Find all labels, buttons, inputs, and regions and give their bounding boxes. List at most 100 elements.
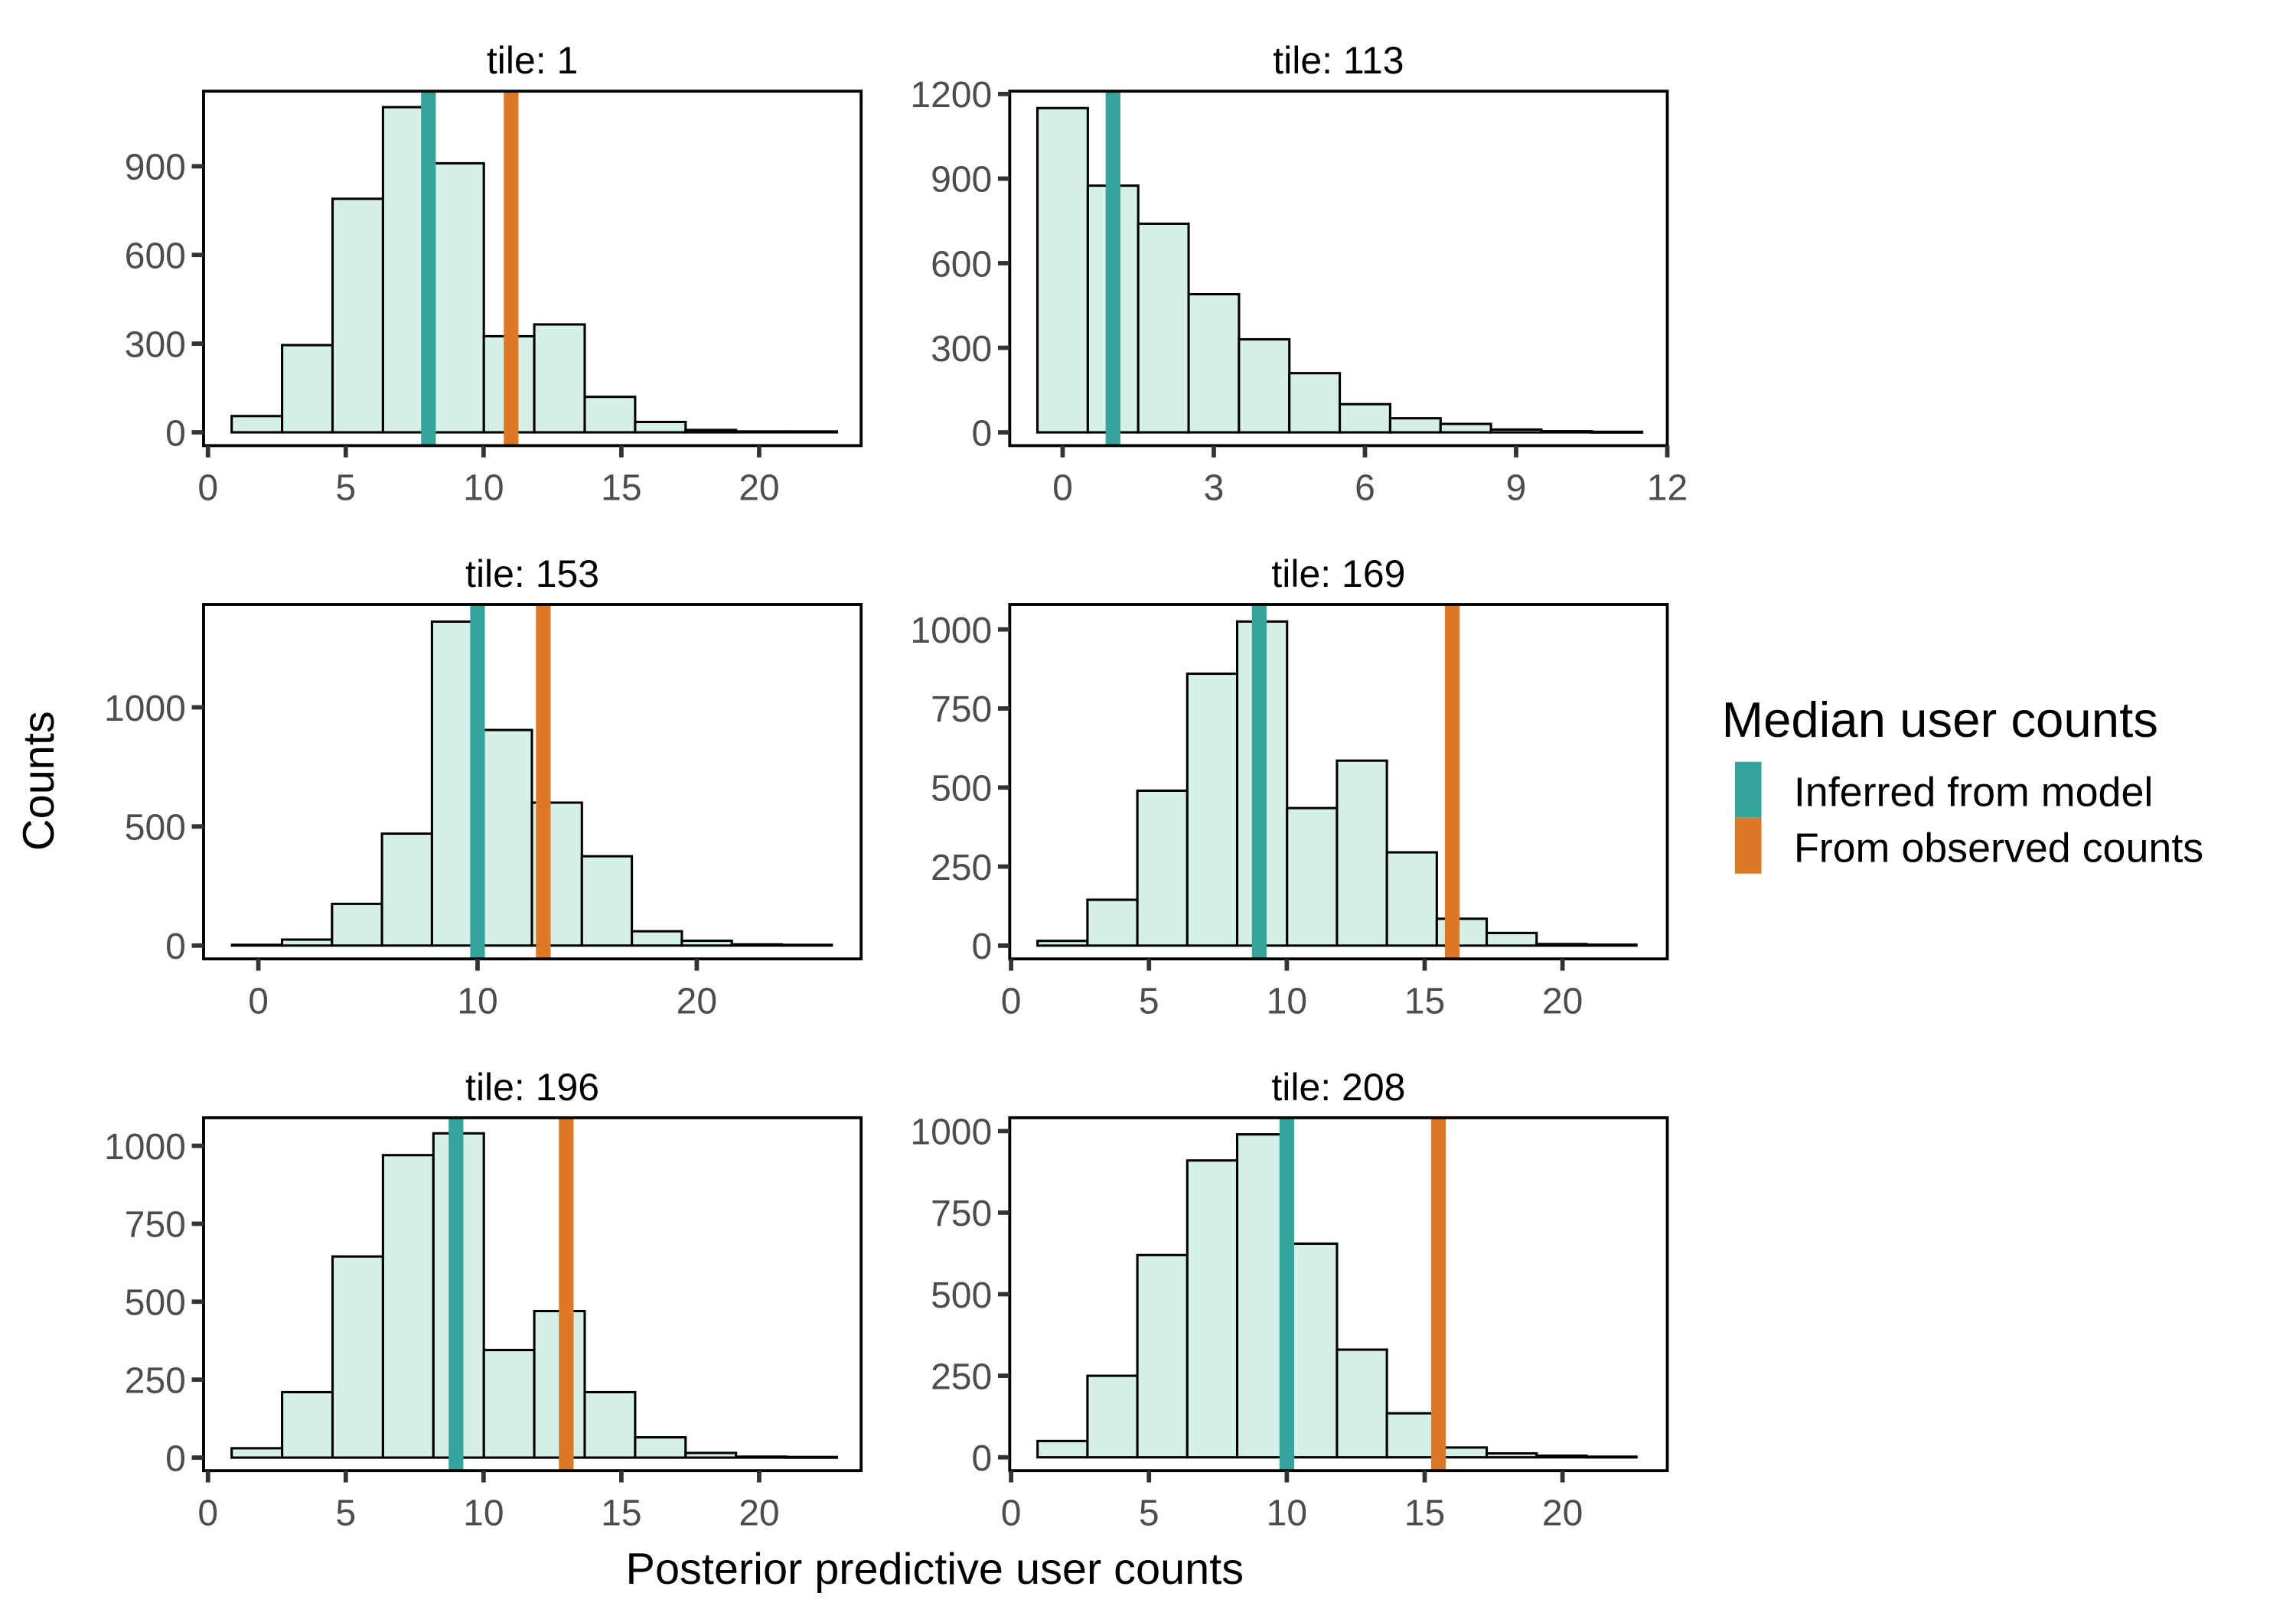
panel-title: tile: 1 — [487, 39, 578, 82]
x-tick-label: 10 — [463, 1493, 504, 1533]
x-tick-label: 15 — [1404, 1493, 1445, 1533]
histogram-bar — [1388, 417, 1442, 434]
panel-title: tile: 113 — [1273, 39, 1404, 82]
y-tick-label: 250 — [125, 1360, 186, 1401]
histogram-bar — [631, 930, 683, 947]
y-tick-label: 0 — [165, 927, 186, 967]
histogram-bar — [1036, 1439, 1089, 1459]
histogram-bar — [1336, 1348, 1388, 1459]
histogram-bar — [331, 902, 383, 947]
y-tick-label: 1200 — [910, 75, 992, 116]
y-tick-label: 750 — [931, 689, 992, 730]
y-tick-label: 900 — [125, 148, 186, 188]
y-tick-label: 300 — [931, 329, 992, 370]
histogram-bar — [1585, 943, 1638, 947]
x-tick-label: 0 — [1001, 981, 1022, 1021]
legend: Median user counts Inferred from model F… — [1722, 692, 2203, 874]
x-tick-label: 20 — [739, 1493, 779, 1533]
y-tick-label: 0 — [972, 1438, 993, 1479]
x-tick-label: 5 — [1139, 981, 1159, 1021]
histogram-bar — [1535, 1455, 1588, 1459]
histogram-bar — [583, 396, 637, 434]
y-tick-label: 1000 — [104, 689, 186, 729]
panel-frame — [202, 90, 863, 448]
x-tick-label: 15 — [601, 468, 641, 509]
legend-key-inferred — [1734, 761, 1762, 818]
histogram-bar — [230, 415, 284, 434]
inferred-median-line — [470, 604, 485, 959]
x-tick-label: 9 — [1506, 468, 1527, 509]
y-tick-label: 0 — [972, 413, 993, 454]
histogram-bar — [381, 1154, 435, 1459]
histogram-bar — [684, 1451, 738, 1459]
histogram-bar — [281, 344, 334, 434]
histogram-bar — [1489, 428, 1543, 434]
panel-5: tile: 196 0 5 10 15 20 0 250 500 750 1000 — [104, 1066, 863, 1533]
histogram-bar — [481, 728, 533, 947]
histogram-bar — [230, 943, 284, 947]
histogram-bar — [780, 943, 833, 947]
inferred-median-line — [1251, 604, 1267, 959]
histogram-bar — [1235, 1133, 1289, 1459]
inferred-median-line — [448, 1117, 464, 1471]
inferred-median-line — [1105, 91, 1120, 446]
x-tick-label: 6 — [1355, 468, 1375, 509]
legend-label-observed: From observed counts — [1794, 825, 2203, 871]
y-tick-label: 750 — [931, 1194, 992, 1234]
histogram-bar — [1286, 806, 1339, 947]
y-tick-label: 1000 — [104, 1127, 186, 1168]
histogram-bar — [580, 855, 634, 947]
y-axis-title: Counts — [15, 711, 64, 851]
histogram-bar — [432, 161, 485, 434]
histogram-bar — [1036, 940, 1089, 947]
histogram-bar — [1086, 898, 1139, 947]
y-tick-label: 1000 — [910, 611, 992, 651]
x-tick-label: 0 — [1001, 1493, 1022, 1533]
histogram-bar — [533, 323, 586, 434]
y-tick-label: 900 — [931, 160, 992, 200]
x-tick-label: 12 — [1647, 468, 1688, 509]
panel-2: tile: 113 0 3 6 9 12 0 300 600 900 1200 — [910, 39, 1688, 508]
x-tick-label: 0 — [248, 981, 269, 1021]
histogram-bar — [1486, 931, 1538, 947]
y-tick-label: 500 — [125, 1283, 186, 1324]
histogram-bar — [1486, 1452, 1538, 1459]
y-tick-label: 250 — [931, 1357, 992, 1397]
histogram-bar — [1186, 1159, 1239, 1459]
inferred-median-line — [421, 91, 436, 446]
x-tick-label: 15 — [601, 1493, 641, 1533]
histogram-bar — [785, 1455, 839, 1459]
histogram-bar — [1435, 917, 1489, 947]
histogram-bar — [680, 940, 733, 947]
histogram-bar — [1336, 759, 1388, 947]
y-tick-label: 500 — [125, 807, 186, 848]
x-tick-label: 0 — [1052, 468, 1073, 509]
histogram-bar — [380, 832, 433, 947]
x-tick-label: 20 — [1542, 1493, 1583, 1533]
histogram-bar — [1136, 1253, 1189, 1459]
x-tick-label: 20 — [677, 981, 717, 1021]
y-tick-label: 600 — [125, 236, 186, 277]
y-tick-label: 300 — [125, 324, 186, 365]
y-tick-label: 600 — [931, 244, 992, 285]
y-tick-label: 750 — [125, 1205, 186, 1246]
y-tick-label: 500 — [931, 1275, 992, 1316]
x-tick-label: 5 — [335, 468, 356, 509]
histogram-bar — [280, 938, 334, 947]
panel-title: tile: 169 — [1271, 552, 1405, 595]
y-tick-label: 0 — [165, 413, 186, 454]
panel-3: tile: 153 0 10 20 0 500 1000 — [104, 552, 863, 1021]
histogram-bar — [1439, 422, 1492, 434]
histogram-bar — [1585, 1455, 1638, 1459]
panel-title: tile: 153 — [465, 552, 599, 595]
y-tick-label: 1000 — [910, 1112, 992, 1153]
histogram-bar — [1286, 1242, 1339, 1459]
x-tick-label: 0 — [197, 468, 218, 509]
histogram-bar — [331, 1255, 384, 1459]
histogram-bar — [634, 1436, 687, 1459]
x-tick-label: 20 — [739, 468, 779, 509]
x-tick-label: 10 — [463, 468, 504, 509]
histogram-bar — [1187, 292, 1241, 434]
x-tick-label: 20 — [1542, 981, 1583, 1021]
